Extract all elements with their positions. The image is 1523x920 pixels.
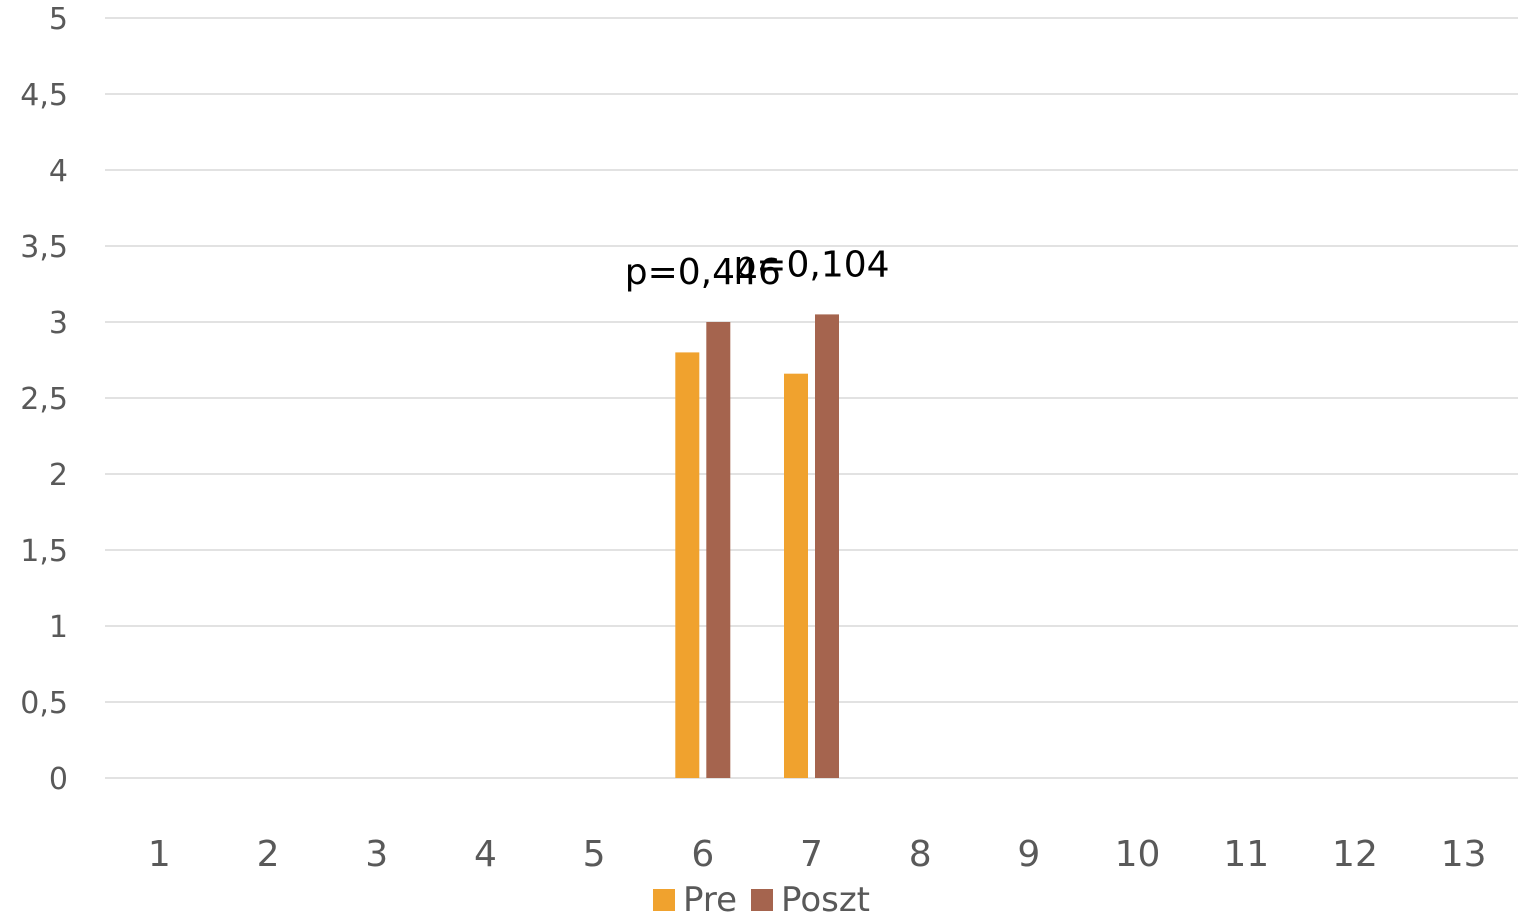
y-tick-label: 0 bbox=[49, 762, 68, 797]
y-tick-label: 4 bbox=[49, 154, 68, 189]
x-tick-label: 9 bbox=[1017, 834, 1040, 875]
x-tick-label: 13 bbox=[1441, 834, 1487, 875]
bar-chart: 00,511,522,533,544,551 2 3 4 5 6 7 8 9 10 11 12 13p=… bbox=[20, 2, 1518, 875]
legend-item-pre: Pre bbox=[652, 880, 738, 920]
x-tick-label: 3 bbox=[365, 834, 388, 875]
legend-item-poszt: Poszt bbox=[751, 880, 870, 920]
x-tick-label: 6 bbox=[691, 834, 714, 875]
y-tick-label: 0,5 bbox=[20, 686, 68, 721]
y-tick-label: 5 bbox=[49, 2, 68, 37]
x-tick-label: 5 bbox=[583, 834, 606, 875]
y-tick-label: 3,5 bbox=[20, 230, 68, 265]
y-tick-label: 1,5 bbox=[20, 534, 68, 569]
legend-label-pre: Pre bbox=[682, 880, 738, 920]
bar-poszt-7 bbox=[815, 314, 839, 778]
x-tick-label: 12 bbox=[1332, 834, 1378, 875]
y-tick-label: 3 bbox=[49, 306, 68, 341]
x-tick-label: 10 bbox=[1115, 834, 1161, 875]
y-tick-label: 4,5 bbox=[20, 78, 68, 113]
legend-swatch-pre bbox=[652, 889, 675, 911]
p-value-annotation: p=0,446 bbox=[625, 252, 781, 293]
x-tick-label: 2 bbox=[257, 834, 280, 875]
x-tick-label: 1 bbox=[148, 834, 171, 875]
bar-pre-7 bbox=[784, 373, 808, 778]
legend-swatch-poszt bbox=[751, 889, 774, 911]
bar-poszt-6 bbox=[706, 322, 731, 778]
y-tick-label: 1 bbox=[49, 610, 68, 645]
y-tick-label: 2 bbox=[49, 458, 68, 493]
x-tick-label: 8 bbox=[909, 834, 932, 875]
legend: Pre Poszt bbox=[0, 880, 1523, 920]
x-tick-label: 7 bbox=[800, 834, 823, 875]
p-value-annotation: p=0,104 bbox=[733, 244, 889, 285]
bar-pre-6 bbox=[675, 352, 700, 778]
x-tick-label: 11 bbox=[1223, 834, 1269, 875]
y-tick-label: 2,5 bbox=[20, 382, 68, 417]
x-tick-label: 4 bbox=[474, 834, 497, 875]
legend-label-poszt: Poszt bbox=[781, 880, 871, 920]
